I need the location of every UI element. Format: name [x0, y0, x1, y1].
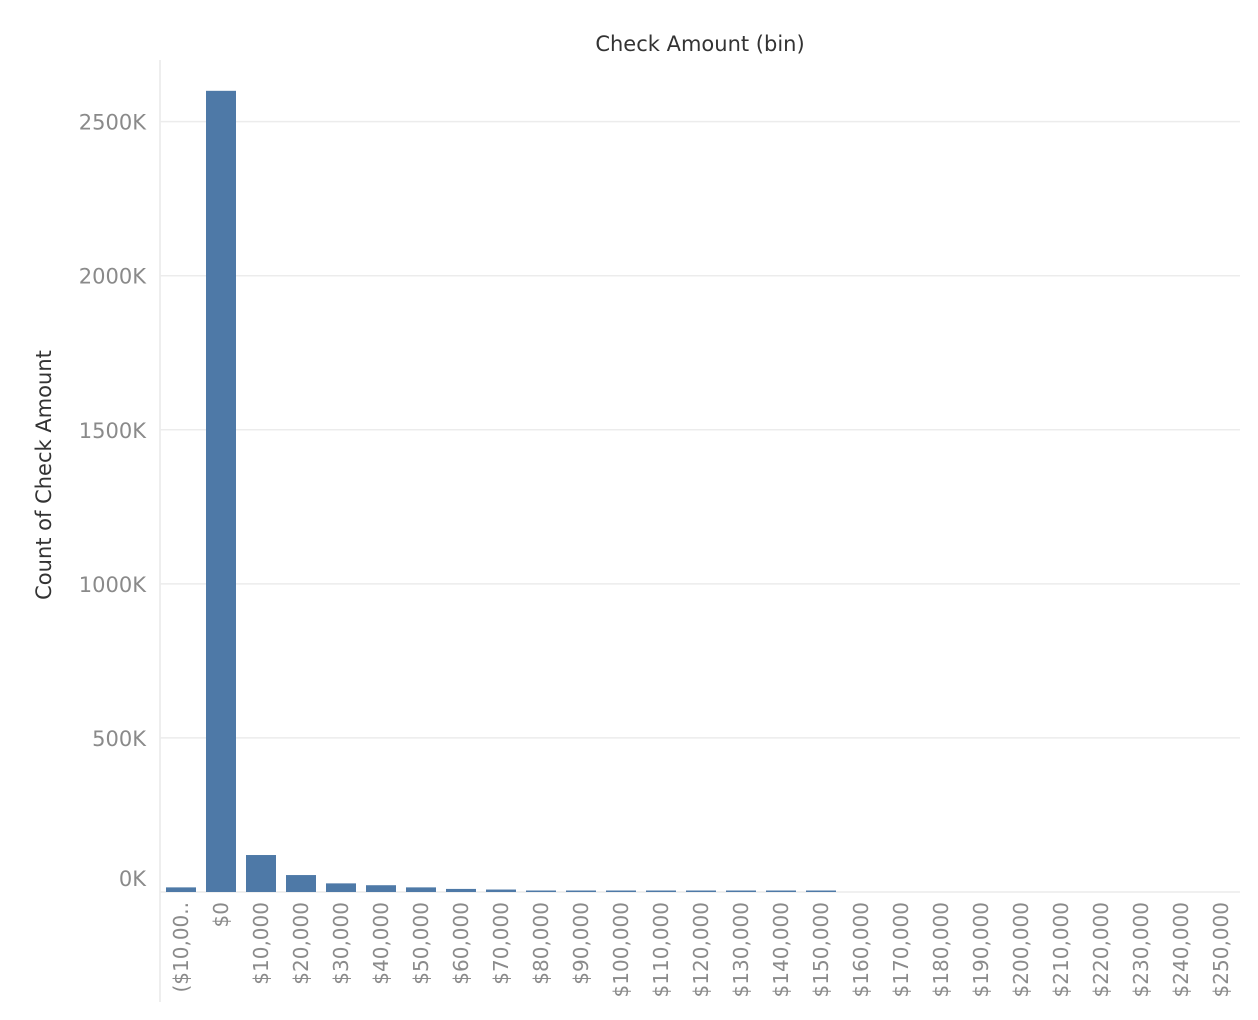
x-tick-label: $170,000 [889, 902, 913, 997]
bar [526, 890, 556, 892]
y-tick-label: 2000K [79, 265, 147, 289]
bar [326, 883, 356, 892]
x-tick-label: $210,000 [1049, 902, 1073, 997]
x-tick-label: $0 [209, 902, 233, 927]
x-tick-label: $110,000 [649, 902, 673, 997]
x-tick-label: $100,000 [609, 902, 633, 997]
y-axis-ticks: 0K 500K 1000K 1500K 2000K 2500K [79, 111, 147, 891]
bar [286, 875, 316, 892]
x-axis-title: Check Amount (bin) [595, 32, 804, 56]
x-tick-label: ($10,00.. [169, 902, 193, 993]
x-tick-label: $90,000 [569, 902, 593, 985]
y-axis-title: Count of Check Amount [32, 350, 56, 600]
bar [606, 890, 636, 892]
y-tick-label: 0K [119, 867, 147, 891]
bars [166, 90, 836, 892]
x-tick-label: $50,000 [409, 902, 433, 985]
y-tick-label: 500K [92, 727, 147, 751]
x-tick-label: $160,000 [849, 902, 873, 997]
bar [726, 890, 756, 892]
x-tick-label: $130,000 [729, 902, 753, 997]
x-tick-label: $150,000 [809, 902, 833, 997]
x-tick-label: $10,000 [249, 902, 273, 985]
y-tick-label: 2500K [79, 111, 147, 135]
x-tick-label: $180,000 [929, 902, 953, 997]
x-tick-label: $250,000 [1209, 902, 1233, 997]
bar [166, 887, 196, 892]
x-tick-label: $240,000 [1169, 902, 1193, 997]
bar [646, 890, 676, 892]
x-tick-label: $120,000 [689, 902, 713, 997]
bar [406, 887, 436, 892]
x-tick-label: $40,000 [369, 902, 393, 985]
x-tick-label: $220,000 [1089, 902, 1113, 997]
x-tick-label: $230,000 [1129, 902, 1153, 997]
bar [766, 890, 796, 892]
bar [366, 885, 396, 892]
bar [446, 888, 476, 892]
x-tick-label: $20,000 [289, 902, 313, 985]
bar [206, 90, 236, 892]
x-tick-label: $60,000 [449, 902, 473, 985]
x-tick-label: $30,000 [329, 902, 353, 985]
x-tick-label: $80,000 [529, 902, 553, 985]
bar [806, 890, 836, 892]
x-tick-label: $190,000 [969, 902, 993, 997]
bar [686, 890, 716, 892]
y-tick-label: 1000K [79, 573, 147, 597]
gridlines [159, 60, 1240, 1002]
x-tick-label: $200,000 [1009, 902, 1033, 997]
x-tick-label: $70,000 [489, 902, 513, 985]
bar [566, 890, 596, 892]
x-tick-label: $140,000 [769, 902, 793, 997]
y-tick-label: 1500K [79, 419, 147, 443]
bar [486, 889, 516, 892]
x-axis-ticks: ($10,00.. $0 $10,000 $20,000 $30,000 $40,000 $… [169, 902, 1233, 997]
bar [246, 855, 276, 892]
